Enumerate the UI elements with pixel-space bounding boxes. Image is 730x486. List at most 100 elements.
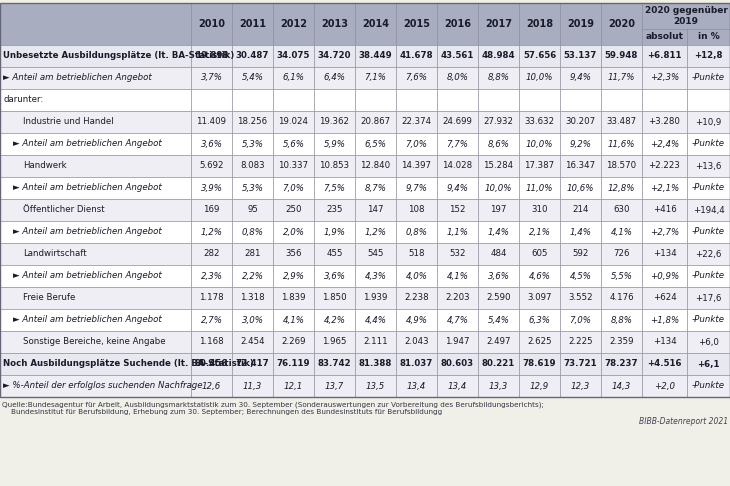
- Text: 20.867: 20.867: [361, 118, 391, 126]
- Bar: [601, 243, 642, 265]
- Bar: [273, 199, 314, 221]
- Bar: [314, 3, 355, 45]
- Bar: [437, 243, 478, 265]
- Text: 532: 532: [449, 249, 466, 259]
- Bar: [519, 177, 560, 199]
- Bar: [396, 133, 437, 155]
- Text: 4.176: 4.176: [610, 294, 634, 302]
- Text: 30.487: 30.487: [236, 52, 269, 60]
- Bar: [478, 353, 519, 375]
- Bar: [273, 89, 314, 111]
- Text: 4,1%: 4,1%: [610, 227, 632, 237]
- Bar: [560, 177, 601, 199]
- Bar: [0, 265, 191, 287]
- Bar: [601, 265, 642, 287]
- Bar: [478, 243, 519, 265]
- Bar: [355, 155, 396, 177]
- Bar: [519, 89, 560, 111]
- Text: 14.397: 14.397: [402, 161, 431, 171]
- Text: 2,2%: 2,2%: [242, 272, 264, 280]
- Text: 147: 147: [367, 206, 384, 214]
- Bar: [273, 133, 314, 155]
- Text: 73.721: 73.721: [564, 360, 597, 368]
- Bar: [560, 67, 601, 89]
- Bar: [232, 243, 273, 265]
- Text: ► Anteil am betrieblichen Angebot: ► Anteil am betrieblichen Angebot: [13, 184, 162, 192]
- Bar: [314, 89, 355, 111]
- Text: -Punkte: -Punkte: [692, 227, 725, 237]
- Bar: [0, 353, 191, 375]
- Bar: [355, 177, 396, 199]
- Text: 5,6%: 5,6%: [283, 139, 304, 149]
- Text: ► Anteil am betrieblichen Angebot: ► Anteil am betrieblichen Angebot: [13, 139, 162, 149]
- Bar: [519, 243, 560, 265]
- Text: 12.840: 12.840: [361, 161, 391, 171]
- Text: 2,3%: 2,3%: [201, 272, 223, 280]
- Bar: [519, 3, 560, 45]
- Bar: [396, 287, 437, 309]
- Text: 76.119: 76.119: [277, 360, 310, 368]
- Bar: [191, 265, 232, 287]
- Bar: [519, 331, 560, 353]
- Bar: [273, 287, 314, 309]
- Bar: [560, 199, 601, 221]
- Text: +2,7%: +2,7%: [650, 227, 679, 237]
- Text: 38.449: 38.449: [358, 52, 392, 60]
- Text: 2.043: 2.043: [404, 337, 429, 347]
- Bar: [642, 199, 687, 221]
- Text: 1.839: 1.839: [281, 294, 306, 302]
- Bar: [191, 155, 232, 177]
- Bar: [437, 111, 478, 133]
- Text: 281: 281: [245, 249, 261, 259]
- Bar: [314, 177, 355, 199]
- Text: Freie Berufe: Freie Berufe: [23, 294, 75, 302]
- Bar: [273, 111, 314, 133]
- Text: 630: 630: [613, 206, 630, 214]
- Text: 11,3: 11,3: [243, 382, 262, 390]
- Bar: [601, 199, 642, 221]
- Text: 12,1: 12,1: [284, 382, 303, 390]
- Text: 3,6%: 3,6%: [488, 272, 510, 280]
- Bar: [232, 265, 273, 287]
- Text: 83.742: 83.742: [318, 360, 351, 368]
- Text: 19.898: 19.898: [195, 52, 228, 60]
- Bar: [191, 353, 232, 375]
- Text: 726: 726: [613, 249, 630, 259]
- Bar: [396, 309, 437, 331]
- Bar: [560, 309, 601, 331]
- Text: 592: 592: [572, 249, 588, 259]
- Text: Öffentlicher Dienst: Öffentlicher Dienst: [23, 206, 104, 214]
- Text: 2014: 2014: [362, 19, 389, 29]
- Bar: [232, 45, 273, 67]
- Bar: [0, 67, 191, 89]
- Bar: [437, 89, 478, 111]
- Text: 1,4%: 1,4%: [569, 227, 591, 237]
- Bar: [478, 265, 519, 287]
- Bar: [273, 67, 314, 89]
- Text: 11.409: 11.409: [196, 118, 226, 126]
- Text: 43.561: 43.561: [441, 52, 474, 60]
- Text: 78.237: 78.237: [604, 360, 638, 368]
- Text: +6.811: +6.811: [648, 52, 682, 60]
- Bar: [519, 375, 560, 397]
- Bar: [687, 287, 730, 309]
- Bar: [355, 287, 396, 309]
- Bar: [355, 331, 396, 353]
- Bar: [191, 67, 232, 89]
- Text: 7,0%: 7,0%: [283, 184, 304, 192]
- Bar: [273, 243, 314, 265]
- Text: 2.454: 2.454: [240, 337, 265, 347]
- Text: 214: 214: [572, 206, 589, 214]
- Bar: [396, 3, 437, 45]
- Text: 12,3: 12,3: [571, 382, 590, 390]
- Text: 605: 605: [531, 249, 548, 259]
- Text: 2020: 2020: [608, 19, 635, 29]
- Bar: [478, 309, 519, 331]
- Text: 2011: 2011: [239, 19, 266, 29]
- Text: 250: 250: [285, 206, 301, 214]
- Text: 3,9%: 3,9%: [201, 184, 223, 192]
- Text: 10,0%: 10,0%: [526, 139, 553, 149]
- Bar: [478, 287, 519, 309]
- Bar: [437, 331, 478, 353]
- Bar: [355, 265, 396, 287]
